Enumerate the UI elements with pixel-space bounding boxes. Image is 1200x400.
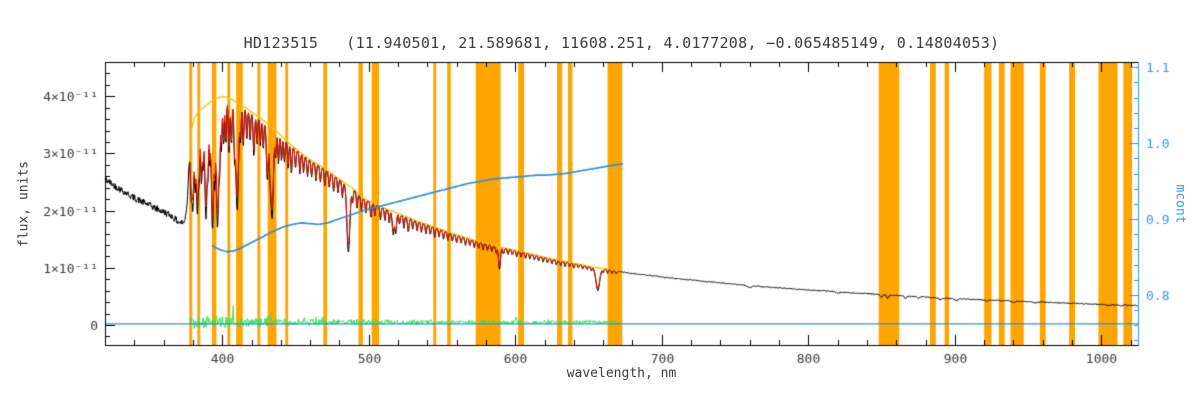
chart-title: HD123515 (11.940501, 21.589681, 11608.25…	[243, 34, 1000, 52]
x-axis-label-wavelength: wavelength, nm	[566, 366, 677, 381]
y-axis-label-flux: flux, units	[16, 160, 32, 248]
y-axis-label-mcont: mcont	[1172, 184, 1188, 224]
